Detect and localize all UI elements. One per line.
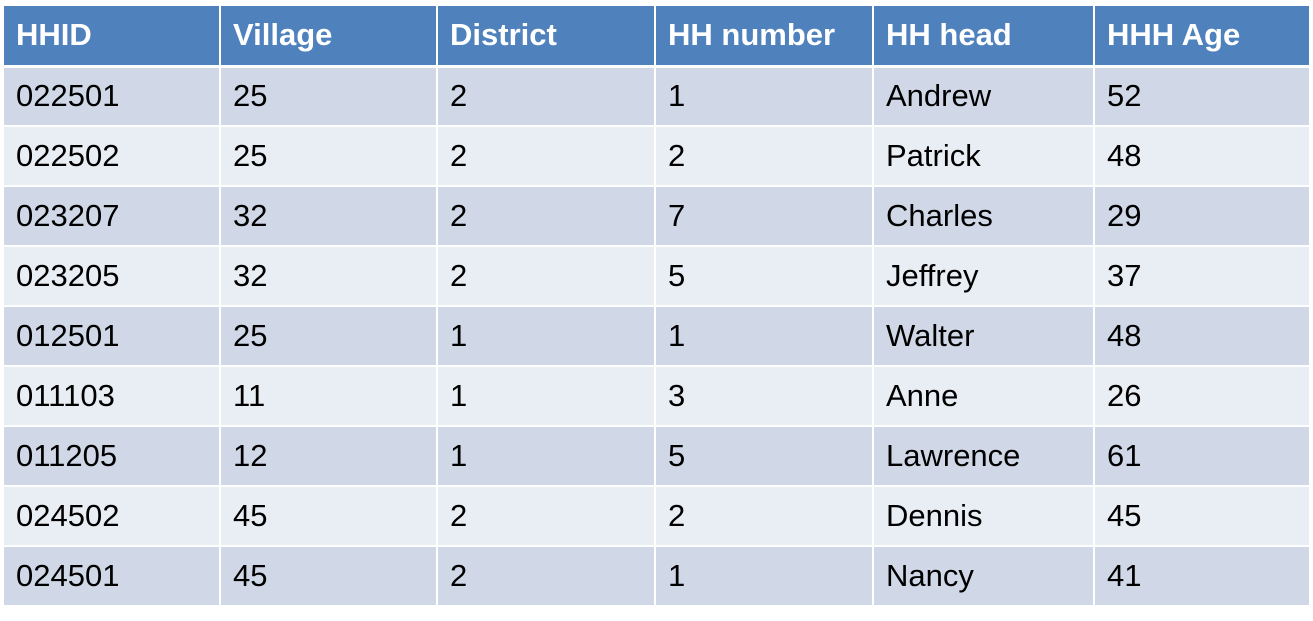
- cell-hh-head: Nancy: [873, 546, 1095, 607]
- cell-village: 25: [220, 66, 438, 127]
- cell-hh-head: Andrew: [873, 66, 1095, 127]
- column-header-hhid: HHID: [4, 6, 221, 68]
- cell-hhid: 012501: [4, 306, 221, 367]
- cell-village: 11: [220, 366, 438, 427]
- cell-hh-head: Dennis: [873, 486, 1095, 547]
- table-row: 023207 32 2 7 Charles 29: [4, 186, 1309, 247]
- cell-hh-head: Jeffrey: [873, 246, 1095, 307]
- cell-hh-number: 5: [655, 246, 874, 307]
- cell-hhid: 023207: [4, 186, 221, 247]
- table-row: 022501 25 2 1 Andrew 52: [4, 66, 1309, 127]
- table-row: 011205 12 1 5 Lawrence 61: [4, 426, 1309, 487]
- cell-hhh-age: 45: [1094, 486, 1309, 547]
- cell-hhh-age: 52: [1094, 66, 1309, 127]
- cell-hhid: 022501: [4, 66, 221, 127]
- cell-hhh-age: 29: [1094, 186, 1309, 247]
- column-header-hh-number: HH number: [655, 6, 874, 68]
- cell-hh-number: 1: [655, 306, 874, 367]
- table-row: 012501 25 1 1 Walter 48: [4, 306, 1309, 367]
- cell-hhh-age: 41: [1094, 546, 1309, 607]
- cell-district: 2: [437, 186, 656, 247]
- cell-district: 1: [437, 426, 656, 487]
- cell-hh-number: 2: [655, 486, 874, 547]
- cell-hh-number: 7: [655, 186, 874, 247]
- cell-hh-number: 5: [655, 426, 874, 487]
- cell-village: 25: [220, 126, 438, 187]
- cell-hh-head: Lawrence: [873, 426, 1095, 487]
- cell-hh-head: Anne: [873, 366, 1095, 427]
- cell-village: 12: [220, 426, 438, 487]
- cell-hhid: 022502: [4, 126, 221, 187]
- cell-hhid: 024501: [4, 546, 221, 607]
- column-header-hh-head: HH head: [873, 6, 1095, 68]
- household-table-container: HHID Village District HH number HH head …: [4, 6, 1309, 607]
- table-header-row: HHID Village District HH number HH head …: [4, 6, 1309, 68]
- table-row: 024502 45 2 2 Dennis 45: [4, 486, 1309, 547]
- cell-hh-number: 2: [655, 126, 874, 187]
- cell-district: 1: [437, 306, 656, 367]
- cell-hh-head: Patrick: [873, 126, 1095, 187]
- cell-district: 2: [437, 246, 656, 307]
- cell-district: 2: [437, 66, 656, 127]
- cell-district: 2: [437, 546, 656, 607]
- column-header-hhh-age: HHH Age: [1094, 6, 1309, 68]
- cell-village: 25: [220, 306, 438, 367]
- cell-village: 32: [220, 186, 438, 247]
- cell-hh-head: Charles: [873, 186, 1095, 247]
- table-row: 024501 45 2 1 Nancy 41: [4, 546, 1309, 607]
- cell-hhid: 011205: [4, 426, 221, 487]
- household-table: HHID Village District HH number HH head …: [4, 6, 1309, 607]
- column-header-district: District: [437, 6, 656, 68]
- cell-village: 45: [220, 486, 438, 547]
- cell-hhh-age: 37: [1094, 246, 1309, 307]
- table-row: 011103 11 1 3 Anne 26: [4, 366, 1309, 427]
- cell-hhh-age: 48: [1094, 306, 1309, 367]
- cell-hhid: 024502: [4, 486, 221, 547]
- cell-hhh-age: 61: [1094, 426, 1309, 487]
- cell-hh-head: Walter: [873, 306, 1095, 367]
- cell-hh-number: 1: [655, 546, 874, 607]
- cell-hh-number: 1: [655, 66, 874, 127]
- cell-village: 32: [220, 246, 438, 307]
- cell-district: 2: [437, 126, 656, 187]
- cell-hh-number: 3: [655, 366, 874, 427]
- table-row: 022502 25 2 2 Patrick 48: [4, 126, 1309, 187]
- cell-hhh-age: 48: [1094, 126, 1309, 187]
- cell-village: 45: [220, 546, 438, 607]
- table-row: 023205 32 2 5 Jeffrey 37: [4, 246, 1309, 307]
- column-header-village: Village: [220, 6, 438, 68]
- cell-hhh-age: 26: [1094, 366, 1309, 427]
- cell-district: 1: [437, 366, 656, 427]
- cell-hhid: 023205: [4, 246, 221, 307]
- cell-hhid: 011103: [4, 366, 221, 427]
- cell-district: 2: [437, 486, 656, 547]
